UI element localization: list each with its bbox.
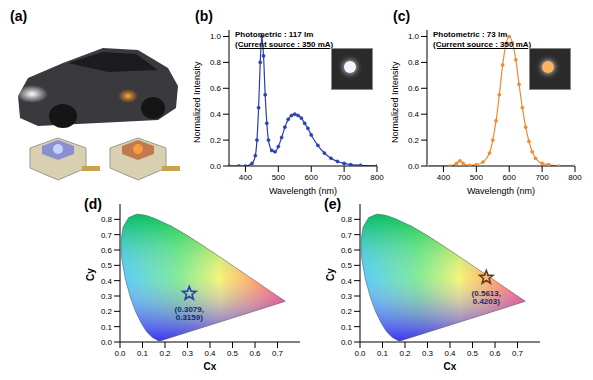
html-text:(d): (d): [84, 196, 102, 212]
svg-text:0.6: 0.6: [210, 84, 222, 93]
svg-text:0.4: 0.4: [204, 349, 216, 358]
svg-text:500: 500: [272, 173, 286, 182]
svg-text:0.1: 0.1: [137, 349, 149, 358]
svg-text:0.5: 0.5: [341, 261, 353, 270]
svg-text:0.5: 0.5: [467, 349, 479, 358]
html-text:(b): (b): [195, 8, 213, 24]
svg-text:0.5: 0.5: [227, 349, 239, 358]
svg-text:0.1: 0.1: [101, 323, 113, 332]
svg-text:700: 700: [337, 173, 351, 182]
svg-text:0.6: 0.6: [341, 246, 353, 255]
svg-text:0.2: 0.2: [399, 349, 411, 358]
svg-text:Cy: Cy: [325, 268, 336, 281]
svg-text:0.4: 0.4: [210, 110, 222, 119]
svg-text:0.0: 0.0: [210, 162, 222, 171]
svg-text:0.0: 0.0: [408, 162, 420, 171]
svg-text:0.2: 0.2: [210, 136, 222, 145]
svg-text:600: 600: [503, 173, 517, 182]
svg-text:0.2: 0.2: [408, 136, 420, 145]
svg-text:0.6: 0.6: [101, 246, 113, 255]
svg-text:0.8: 0.8: [101, 215, 113, 224]
svg-text:(0.3079,0.3159): (0.3079,0.3159): [175, 305, 204, 322]
svg-text:800: 800: [568, 173, 582, 182]
svg-text:Cx: Cx: [204, 361, 217, 372]
svg-text:Cy: Cy: [85, 268, 96, 281]
svg-text:0.1: 0.1: [377, 349, 389, 358]
svg-text:0.7: 0.7: [101, 231, 113, 240]
svg-text:Wavelength (nm): Wavelength (nm): [467, 186, 535, 196]
svg-text:0.0: 0.0: [114, 349, 126, 358]
svg-text:800: 800: [370, 173, 384, 182]
svg-text:0.7: 0.7: [341, 231, 353, 240]
svg-text:0.3: 0.3: [422, 349, 434, 358]
svg-text:0.4: 0.4: [444, 349, 456, 358]
html-text:(c): (c): [393, 8, 411, 24]
svg-text:0.3: 0.3: [101, 292, 113, 301]
svg-text:0.8: 0.8: [408, 58, 420, 67]
svg-text:0.4: 0.4: [341, 277, 353, 286]
svg-text:0.7: 0.7: [512, 349, 524, 358]
svg-text:700: 700: [535, 173, 549, 182]
svg-text:0.0: 0.0: [341, 338, 353, 347]
svg-text:Wavelength (nm): Wavelength (nm): [269, 186, 337, 196]
svg-text:0.4: 0.4: [408, 110, 420, 119]
svg-text:0.2: 0.2: [159, 349, 171, 358]
svg-text:0.8: 0.8: [341, 215, 353, 224]
html-text:(Current source : 350 mA): (Current source : 350 mA): [235, 40, 334, 49]
svg-text:Normalized Intensity: Normalized Intensity: [390, 61, 400, 143]
svg-text:0.8: 0.8: [210, 58, 222, 67]
html-text:(e): (e): [324, 196, 342, 212]
html-text:Photometric : 73 lm: Photometric : 73 lm: [433, 30, 508, 39]
svg-text:0.2: 0.2: [101, 307, 113, 316]
svg-text:1.0: 1.0: [210, 32, 222, 41]
svg-text:400: 400: [239, 173, 253, 182]
svg-text:0.2: 0.2: [341, 307, 353, 316]
svg-text:0.1: 0.1: [341, 323, 353, 332]
svg-text:0.6: 0.6: [489, 349, 501, 358]
svg-text:0.3: 0.3: [341, 292, 353, 301]
svg-text:0.3: 0.3: [182, 349, 194, 358]
svg-text:0.0: 0.0: [101, 338, 113, 347]
svg-text:Cx: Cx: [444, 361, 457, 372]
html-text:(Current source : 350 mA): (Current source : 350 mA): [433, 40, 532, 49]
html-text:Photometric : 117 lm: Photometric : 117 lm: [235, 30, 314, 39]
svg-text:0.6: 0.6: [249, 349, 261, 358]
svg-text:0.0: 0.0: [354, 349, 366, 358]
svg-text:1.0: 1.0: [408, 32, 420, 41]
svg-text:0.6: 0.6: [408, 84, 420, 93]
html-text:(a): (a): [10, 8, 28, 24]
svg-text:0.4: 0.4: [101, 277, 113, 286]
svg-text:600: 600: [305, 173, 319, 182]
svg-text:(0.5613,0.4203): (0.5613,0.4203): [472, 289, 501, 306]
svg-text:Normalized Intensity: Normalized Intensity: [192, 61, 202, 143]
svg-text:500: 500: [470, 173, 484, 182]
svg-text:0.7: 0.7: [272, 349, 284, 358]
svg-text:400: 400: [437, 173, 451, 182]
svg-text:0.5: 0.5: [101, 261, 113, 270]
